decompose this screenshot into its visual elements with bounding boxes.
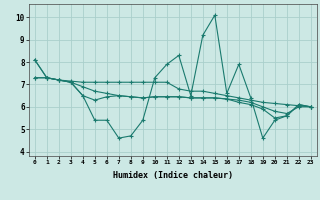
- X-axis label: Humidex (Indice chaleur): Humidex (Indice chaleur): [113, 171, 233, 180]
